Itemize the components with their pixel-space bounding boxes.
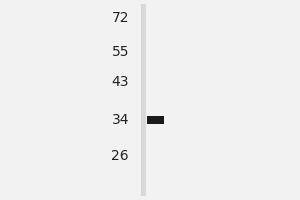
Bar xyxy=(147,116,164,124)
Text: 72: 72 xyxy=(112,11,129,25)
Text: 26: 26 xyxy=(111,149,129,163)
Text: 34: 34 xyxy=(112,113,129,127)
Text: 43: 43 xyxy=(112,75,129,89)
Text: 55: 55 xyxy=(112,45,129,59)
Bar xyxy=(141,4,146,196)
